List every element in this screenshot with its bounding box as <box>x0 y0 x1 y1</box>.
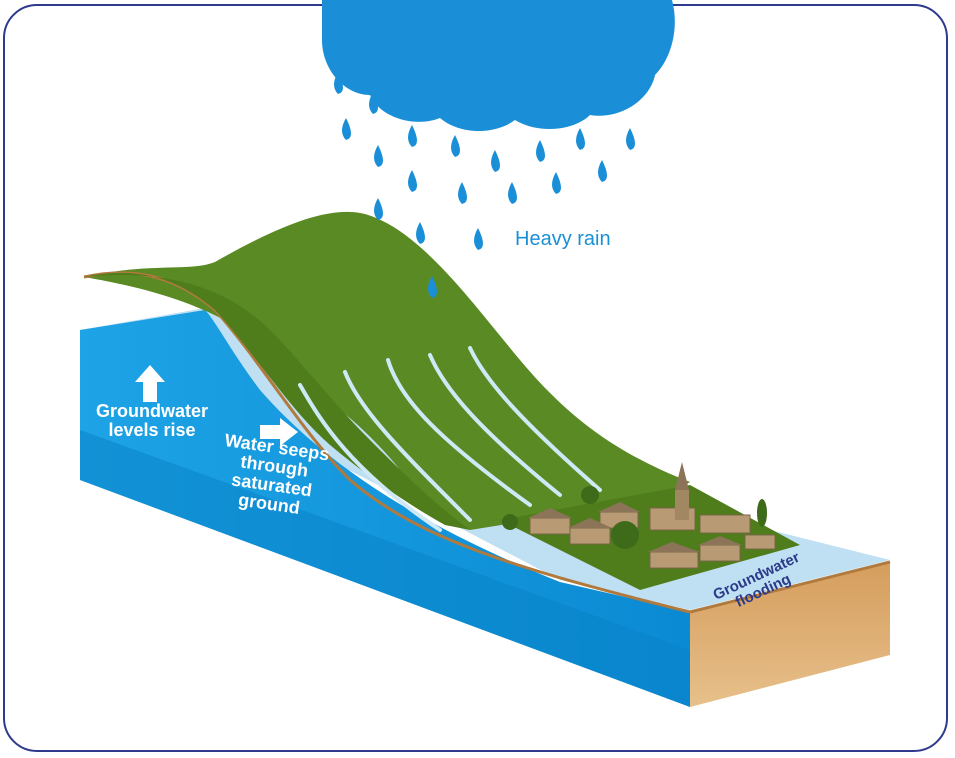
soil-layer <box>690 562 890 707</box>
green-hill <box>84 211 690 530</box>
cloud-icon <box>322 0 675 132</box>
heavy-rain-label: Heavy rain <box>515 228 611 250</box>
church-icon <box>675 462 689 520</box>
levels-rise-label: Groundwater levels rise <box>92 402 212 440</box>
up-arrow-icon <box>135 365 165 402</box>
deep-water-band <box>80 430 690 707</box>
right-arrow-icon <box>260 418 298 446</box>
village-icon <box>500 462 800 590</box>
levels-rise-line-1: Groundwater <box>95 401 208 421</box>
raindrop-icon <box>334 72 635 298</box>
springs <box>298 346 602 532</box>
levels-rise-line-2: levels rise <box>108 420 196 440</box>
